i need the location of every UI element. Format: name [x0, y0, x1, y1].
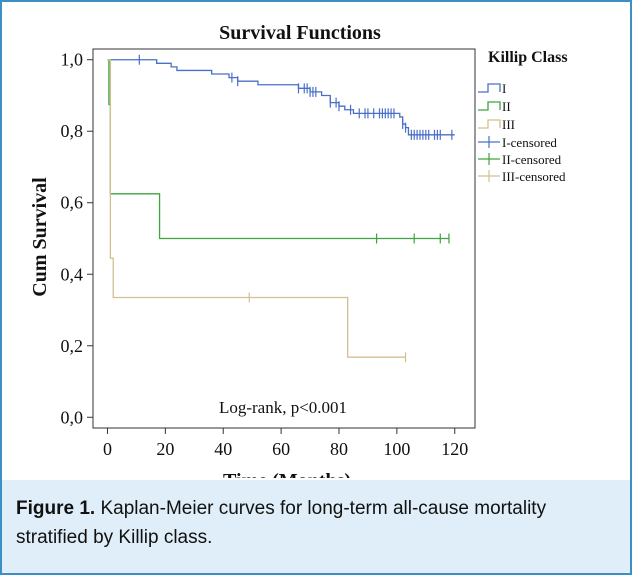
legend-title: Killip Class — [488, 49, 568, 66]
survival-chart: Survival Functions Cum Survival Time (Mo… — [29, 22, 568, 478]
legend-censor-label-II: II-censored — [502, 152, 562, 167]
chart-title: Survival Functions — [219, 22, 381, 44]
caption-text: Kaplan-Meier curves for long-term all-ca… — [16, 498, 547, 548]
axes: 0 20 40 60 80 100 120 0,0 0,2 0,4 0,6 0,8 1,0 — [61, 48, 476, 459]
x-tick-label: 60 — [272, 439, 290, 459]
legend-censor-label-I: I-censored — [502, 135, 557, 150]
legend-label-III: III — [502, 117, 515, 132]
x-tick-label: 80 — [330, 439, 348, 459]
series-III-line — [107, 59, 406, 358]
y-tick-label: 0,0 — [61, 407, 84, 427]
y-tick-label: 0,6 — [61, 193, 84, 213]
plot-area — [2, 2, 630, 480]
legend-swatch-II — [478, 101, 501, 111]
legend-swatch-III — [478, 119, 501, 129]
caption-label: Figure 1. — [16, 498, 96, 519]
x-tick-label: 120 — [441, 439, 468, 459]
caption-box — [2, 480, 630, 573]
survival-curves — [107, 54, 455, 363]
x-axis-label: Time (Months) — [223, 470, 351, 478]
legend-label-I: I — [502, 81, 506, 96]
legend-label-II: II — [502, 99, 511, 114]
figure-caption: Figure 1. Kaplan-Meier curves for long-t… — [16, 494, 616, 552]
x-tick-label: 100 — [383, 439, 410, 459]
plot-frame — [92, 48, 476, 429]
y-tick-label: 0,4 — [61, 264, 84, 284]
y-tick-label: 0,2 — [61, 336, 84, 356]
x-tick-label: 20 — [156, 439, 174, 459]
x-tick-label: 40 — [214, 439, 232, 459]
x-tick-label: 0 — [103, 439, 112, 459]
legend-swatch-I — [478, 83, 501, 93]
y-tick-label: 0,8 — [61, 121, 84, 141]
series-II-line — [107, 59, 449, 240]
legend-censor-label-III: III-censored — [502, 169, 566, 184]
annotation-logrank: Log-rank, p<0.001 — [219, 398, 347, 417]
y-axis-label: Cum Survival — [29, 177, 51, 297]
y-tick-label: 1,0 — [61, 50, 84, 70]
